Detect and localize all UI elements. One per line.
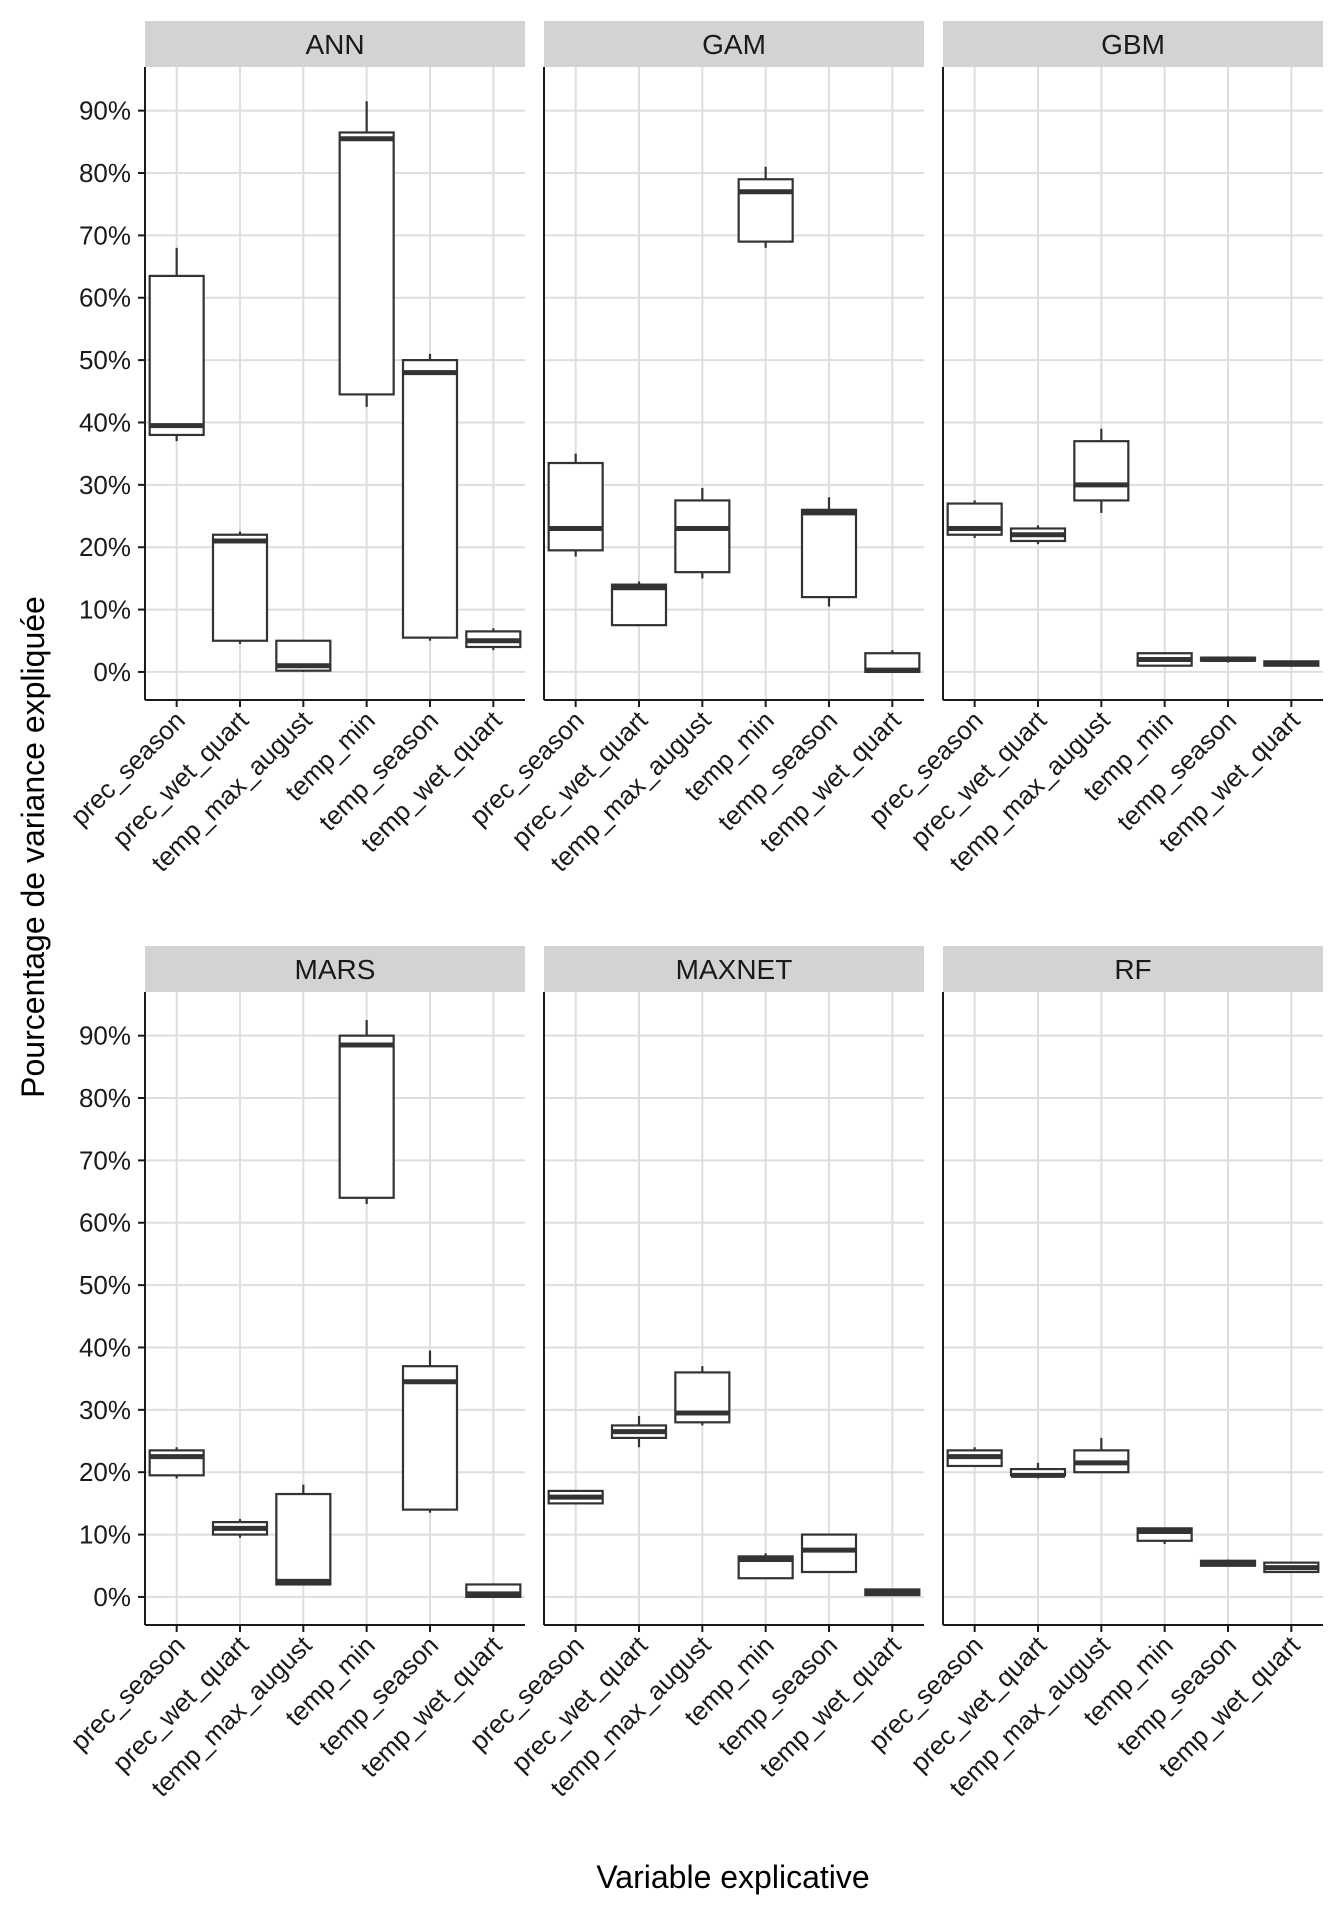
panel-gbm: GBMprec_seasonprec_wet_quarttemp_max_aug… xyxy=(862,21,1323,877)
y-tick-label: 20% xyxy=(79,1457,131,1487)
box-temp_season xyxy=(401,353,459,641)
facet-strip xyxy=(145,946,525,992)
box-temp_wet_quart xyxy=(864,1588,921,1597)
y-tick-label: 30% xyxy=(79,1395,131,1425)
box-prec_season xyxy=(547,1489,604,1505)
box-iqr xyxy=(800,1533,858,1574)
box-prec_season xyxy=(547,453,604,557)
y-axis-title: Pourcentage de variance expliquée xyxy=(15,596,51,1098)
y-tick-label: 30% xyxy=(79,470,131,500)
y-tick-label: 50% xyxy=(79,345,131,375)
box-temp_wet_quart xyxy=(1263,1561,1320,1574)
y-tick-label: 40% xyxy=(79,1332,131,1362)
y-tick-label: 90% xyxy=(79,1021,131,1051)
box-prec_wet_quart xyxy=(610,1416,668,1448)
facet-strip xyxy=(943,21,1323,67)
y-tick-label: 40% xyxy=(79,407,131,437)
box-iqr xyxy=(1073,440,1130,502)
box-temp_max_august xyxy=(674,487,731,579)
facet-strip-label: RF xyxy=(1114,954,1151,985)
facet-strip xyxy=(943,946,1323,992)
box-iqr xyxy=(211,533,269,642)
box-iqr xyxy=(148,274,205,437)
box-temp_season xyxy=(800,497,858,607)
box-temp_max_august xyxy=(1073,428,1130,513)
box-temp_season xyxy=(401,1350,459,1513)
box-temp_season xyxy=(1199,656,1257,663)
facet-strip xyxy=(544,21,924,67)
box-temp_min xyxy=(338,1020,395,1205)
box-iqr xyxy=(275,1492,332,1586)
y-tick-label: 10% xyxy=(79,1520,131,1550)
box-temp_min xyxy=(338,101,395,407)
box-temp_season xyxy=(800,1533,858,1574)
box-temp_max_august xyxy=(1073,1437,1130,1474)
y-tick-label: 70% xyxy=(79,220,131,250)
box-temp_min xyxy=(737,166,794,248)
box-iqr xyxy=(547,461,604,552)
box-prec_wet_quart xyxy=(1009,1462,1067,1479)
y-tick-label: 90% xyxy=(79,96,131,126)
box-iqr xyxy=(674,499,731,574)
box-temp_max_august xyxy=(674,1366,731,1426)
facet-strip xyxy=(145,21,525,67)
facet-strip-label: GAM xyxy=(702,29,766,60)
box-temp_min xyxy=(1136,1527,1193,1544)
y-tick-label: 80% xyxy=(79,1083,131,1113)
box-iqr xyxy=(610,583,668,627)
facet-strip-label: MARS xyxy=(295,954,376,985)
y-tick-label: 50% xyxy=(79,1270,131,1300)
box-prec_season xyxy=(946,500,1003,538)
box-temp_wet_quart xyxy=(465,1583,522,1599)
y-tick-label: 20% xyxy=(79,532,131,562)
box-iqr xyxy=(800,508,858,599)
y-tick-label: 70% xyxy=(79,1145,131,1175)
box-prec_season xyxy=(148,247,205,442)
panel-maxnet: MAXNETprec_seasonprec_wet_quarttemp_max_… xyxy=(463,946,924,1802)
box-prec_season xyxy=(946,1447,1003,1468)
y-tick-label: 10% xyxy=(79,595,131,625)
facet-strip xyxy=(544,946,924,992)
y-tick-label: 60% xyxy=(79,283,131,313)
y-tick-label: 60% xyxy=(79,1208,131,1238)
panel-mars: MARS0%10%20%30%40%50%60%70%80%90%prec_se… xyxy=(64,946,525,1802)
box-iqr xyxy=(401,359,459,639)
facet-strip-label: ANN xyxy=(305,29,364,60)
box-iqr xyxy=(338,1034,395,1199)
box-temp_wet_quart xyxy=(465,628,522,651)
y-tick-label: 0% xyxy=(93,1582,131,1612)
box-temp_max_august xyxy=(275,639,332,672)
box-iqr xyxy=(401,1365,459,1511)
box-temp_season xyxy=(1199,1559,1257,1567)
box-iqr xyxy=(737,178,794,243)
box-prec_wet_quart xyxy=(211,1518,269,1538)
facet-strip-label: MAXNET xyxy=(676,954,793,985)
box-temp_min xyxy=(737,1553,794,1580)
panel-ann: ANN0%10%20%30%40%50%60%70%80%90%prec_sea… xyxy=(64,21,525,877)
panel-rf: RFprec_seasonprec_wet_quarttemp_max_augu… xyxy=(862,946,1323,1802)
box-prec_wet_quart xyxy=(1009,525,1067,545)
facet-strip-label: GBM xyxy=(1101,29,1165,60)
box-iqr xyxy=(338,131,395,396)
box-temp_wet_quart xyxy=(864,650,921,674)
panel-gam: GAMprec_seasonprec_wet_quarttemp_max_aug… xyxy=(463,21,924,877)
box-temp_wet_quart xyxy=(1263,660,1320,667)
box-temp_max_august xyxy=(275,1484,332,1586)
box-prec_season xyxy=(148,1447,205,1479)
x-axis-title: Variable explicative xyxy=(596,1859,869,1895)
box-prec_wet_quart xyxy=(610,581,668,627)
box-temp_min xyxy=(1136,652,1193,667)
y-tick-label: 0% xyxy=(93,657,131,687)
y-tick-label: 80% xyxy=(79,158,131,188)
box-prec_wet_quart xyxy=(211,531,269,644)
